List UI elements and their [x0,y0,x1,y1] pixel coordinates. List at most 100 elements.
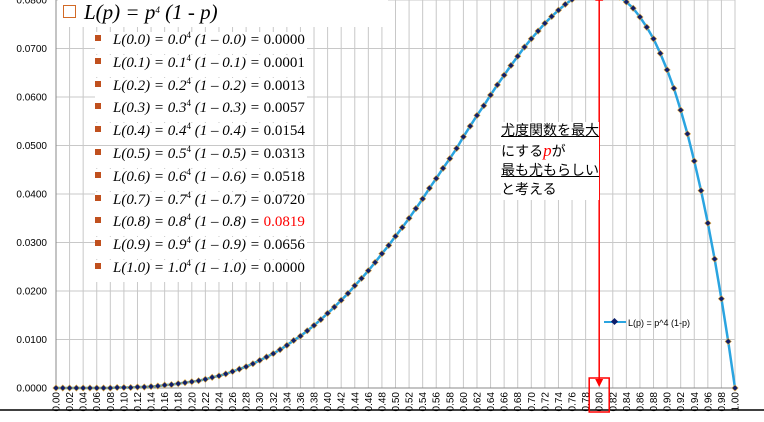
y-tick-label: 0.0800 [16,0,47,7]
data-point-marker [262,353,271,361]
x-tick-label: 0.58 [445,392,456,412]
x-tick-label: 0.52 [405,392,416,412]
data-point-marker [622,0,630,6]
data-point-marker [541,19,549,27]
x-tick-label: 0.28 [242,392,253,412]
formula-result: 0.0154 [263,123,305,140]
x-tick-label: 0.18 [174,392,185,412]
annotation-line-3: 最も尤もらしい [501,163,599,179]
x-tick-label: 0.34 [282,392,293,412]
formula-exponent: 4 [186,30,191,40]
formula-row: L(0.8) = 0.84 (1 – 0.8) = 0.0819 [95,213,307,237]
formula-exponent: 4 [186,235,191,246]
data-point-marker [296,332,304,340]
formula-expr-tail: (1 – 0.6) = [190,168,264,185]
data-point-marker [147,383,155,391]
data-point-marker [683,130,692,138]
formula-expr-tail: (1 – 0.1) = [190,54,264,71]
data-point-marker [195,377,203,385]
data-point-marker [167,381,175,389]
data-point-marker [568,0,576,4]
formula-row: L(0.3) = 0.34 (1 – 0.3) = 0.0057 [95,99,307,123]
x-tick-label: 0.76 [568,392,579,412]
formula-result: 0.0518 [263,168,305,185]
data-point-marker [554,6,562,14]
x-tick-label: 0.32 [269,392,280,412]
data-point-marker [371,258,379,266]
x-tick-label: 0.62 [472,392,483,412]
formula-expr: L(0.1) = 0.1 [113,54,187,71]
data-point-marker [344,289,352,297]
data-point-marker [507,61,515,70]
data-point-marker [391,232,400,240]
data-point-marker [215,372,223,380]
data-point-marker [425,184,433,192]
data-point-marker [72,384,80,392]
x-tick-label: 0.14 [147,392,158,412]
data-point-marker [663,66,671,74]
data-point-marker [201,375,209,383]
x-tick-label: 0.70 [527,392,538,412]
data-point-marker [276,346,284,354]
x-tick-label: 0.56 [432,392,443,412]
data-point-marker [317,316,325,324]
data-point-marker [520,43,529,51]
formula-expr-tail: (1 – 0.9) = [190,237,264,254]
formula-result: 0.0000 [263,260,305,276]
data-point-marker [561,0,569,8]
data-point-marker [337,296,345,304]
data-point-marker [385,241,393,249]
data-point-marker [133,383,142,391]
data-point-marker [235,365,243,373]
x-tick-label: 0.80 [595,392,606,412]
data-point-marker [127,383,135,392]
title-text: L(p) = p [84,0,156,24]
formula-expr: L(0.2) = 0.2 [113,77,187,94]
legend-line-icon [604,321,626,323]
x-tick-label: 0.42 [337,392,348,412]
data-point-marker [677,106,685,114]
formula-exponent: 4 [186,166,191,177]
x-tick-label: 0.54 [418,392,429,412]
data-point-marker [330,303,338,311]
data-point-marker [79,384,87,392]
formula-expr: L(0.8) = 0.8 [113,214,187,231]
formula-exponent: 4 [186,75,191,86]
x-axis: 0.00 0.02 0.04 0.06 0.08 0.10 0.12 0.14 0.16 0.18… [52,392,742,412]
data-point-marker [324,309,332,317]
formula-row: L(0.9) = 0.94 (1 – 0.9) = 0.0656 [95,235,307,260]
data-point-marker [432,174,440,183]
data-point-marker [154,382,162,390]
formula-row: L(0.4) = 0.44 (1 – 0.4) = 0.0154 [95,122,307,146]
legend-label: L(p) = p^4 (1-p) [628,318,690,328]
data-point-marker [480,102,488,110]
max-indicator [588,0,610,413]
x-tick-label: 0.24 [214,392,225,412]
x-tick-label: 0.66 [500,392,511,412]
chart-title: L(p) = p4 (1 - p) [63,0,218,25]
x-tick-label: 0.36 [296,392,307,412]
formula-row: L(1.0) = 1.04 (1 – 1.0) = 0.0000 [95,259,307,282]
bullet-square-icon [95,194,101,201]
data-point-marker [439,164,447,172]
data-point-marker [731,384,739,392]
formula-exponent: 4 [186,189,191,200]
data-point-marker [697,187,705,195]
x-tick-label: 0.98 [717,392,728,412]
data-point-marker [459,133,467,141]
x-tick-label: 0.30 [255,392,266,412]
data-point-marker [120,383,128,392]
data-point-marker [358,274,366,282]
data-point-marker [52,384,60,392]
bullet-square-icon [95,57,101,64]
x-tick-label: 0.78 [581,392,592,412]
data-point-marker [405,214,413,222]
x-tick-label: 0.48 [377,392,388,412]
formula-result: 0.0819 [263,214,305,231]
data-point-marker [548,12,556,21]
title-background [58,0,388,27]
bullet-square-icon [95,263,101,269]
data-point-marker [93,384,101,392]
x-tick-label: 0.06 [92,392,103,412]
data-point-marker [514,52,522,60]
